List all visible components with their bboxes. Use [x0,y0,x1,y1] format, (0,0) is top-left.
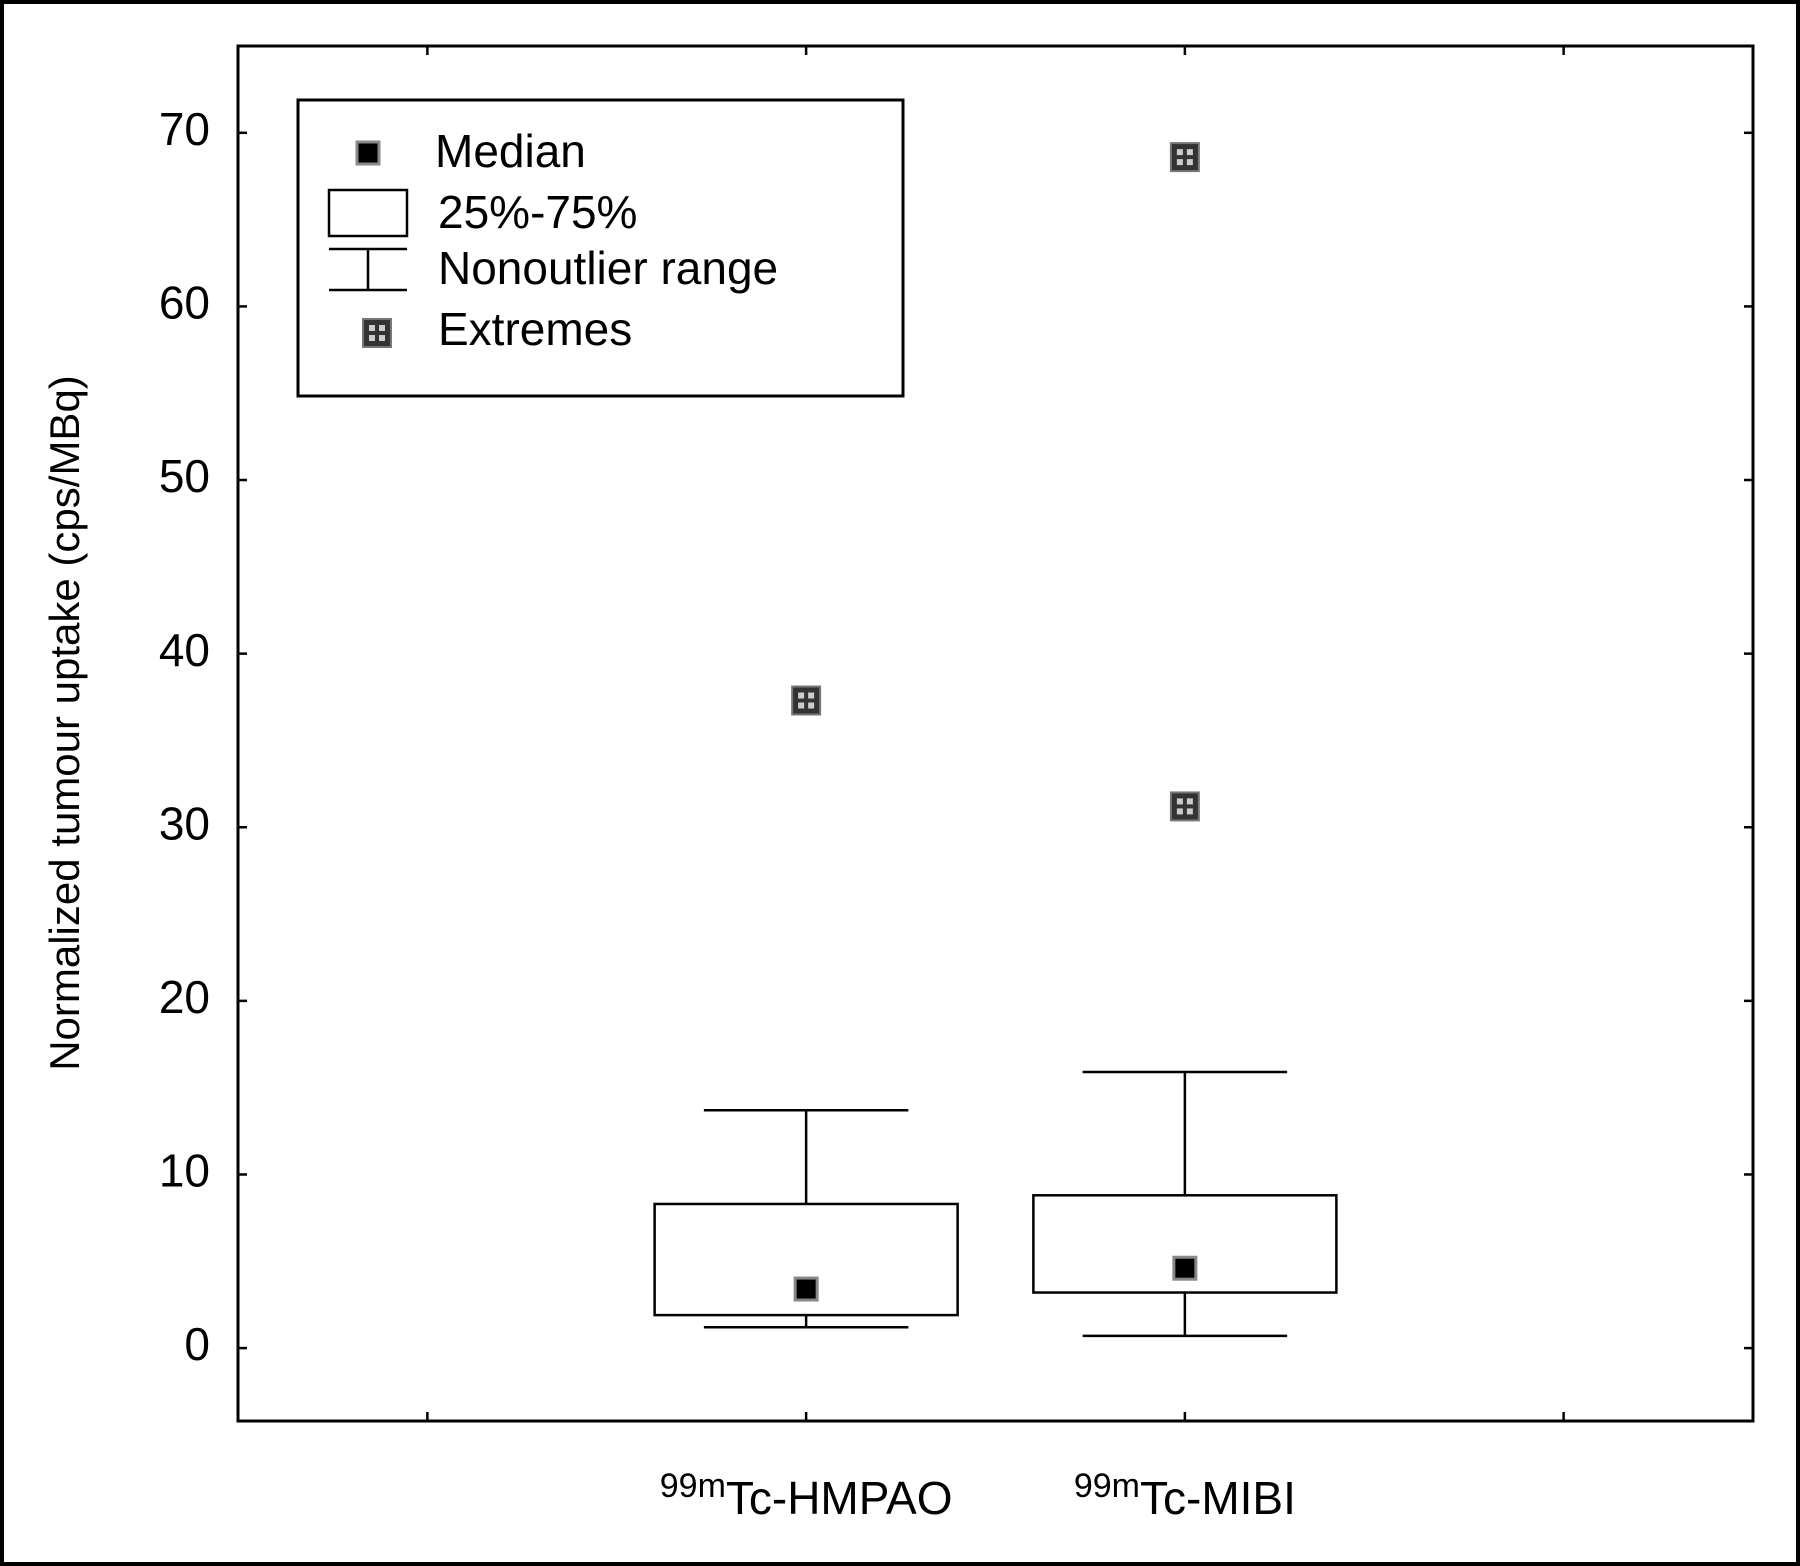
x-tick-label: 99mTc-HMPAO [660,1467,953,1524]
extreme-dot [1186,159,1193,166]
extreme-dot [379,325,385,331]
median-marker [355,140,381,166]
extreme-dot [1186,798,1193,805]
x-tick-label: 99mTc-MIBI [1074,1467,1296,1524]
extreme-dot [1176,159,1183,166]
extreme-body [791,685,822,716]
extreme-dot [808,692,815,699]
compound-name: Tc-HMPAO [726,1472,953,1524]
extreme-dot [808,702,815,709]
y-tick-label: 20 [159,971,210,1023]
extreme-dot [798,702,805,709]
extreme-body [1169,142,1200,173]
y-tick-label: 70 [159,103,210,155]
y-tick-label: 60 [159,277,210,329]
isotope-superscript: 99m [1074,1467,1140,1505]
extreme-body [1169,791,1200,822]
y-tick-label: 0 [184,1318,210,1370]
extreme-marker [1169,791,1200,822]
legend-label: Nonoutlier range [438,242,778,294]
extreme-dot [1176,808,1183,815]
legend-label: Extremes [438,303,632,355]
legend-label: Median [435,125,586,177]
y-tick-label: 30 [159,797,210,849]
y-axis-label: Normalized tumour uptake (cps/MBq) [41,375,88,1071]
extreme-dot [1176,149,1183,156]
extreme-marker [791,685,822,716]
median-marker [1172,1255,1198,1281]
extreme-dot [369,325,375,331]
extreme-dot [369,335,375,341]
extreme-marker [1169,142,1200,173]
isotope-superscript: 99m [660,1467,726,1505]
y-tick-label: 50 [159,450,210,502]
y-tick-label: 40 [159,624,210,676]
legend-box-icon [327,188,409,238]
median-marker [793,1276,819,1302]
extreme-dot [379,335,385,341]
extreme-marker [362,318,392,348]
plot-area [236,44,1755,1423]
legend-label: 25%-75% [438,186,637,238]
extreme-dot [1186,808,1193,815]
y-tick-label: 10 [159,1145,210,1197]
extreme-dot [1186,149,1193,156]
extreme-dot [1176,798,1183,805]
extreme-body [362,318,392,348]
extreme-dot [798,692,805,699]
compound-name: Tc-MIBI [1140,1472,1296,1524]
